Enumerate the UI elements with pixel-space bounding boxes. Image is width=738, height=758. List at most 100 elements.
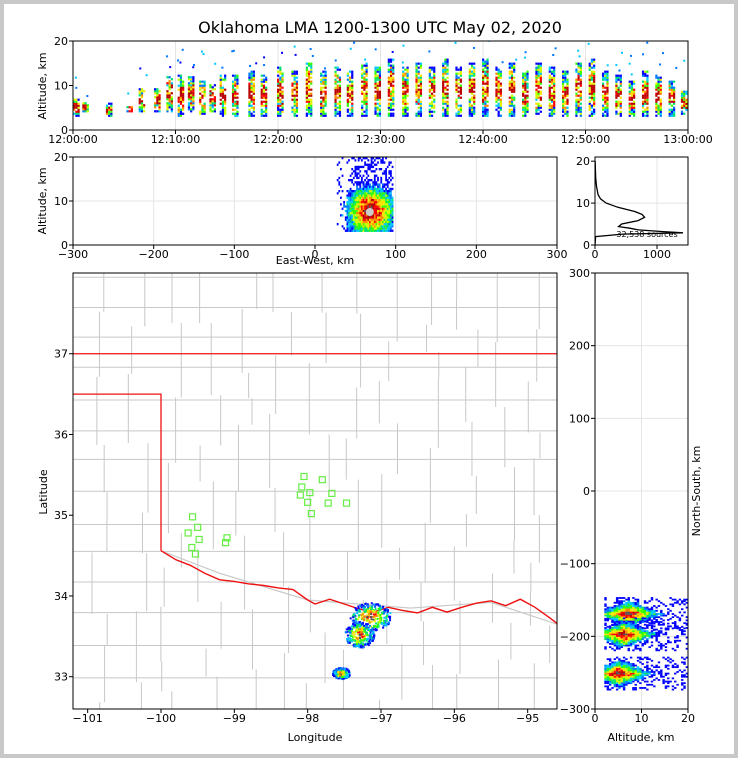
time-height-mark xyxy=(293,45,296,48)
time-height-mark xyxy=(295,90,298,93)
time-height-mark xyxy=(522,78,525,81)
ew-density-mark xyxy=(348,227,350,230)
time-height-mark xyxy=(346,102,349,105)
ew-density-mark xyxy=(360,201,363,204)
ns-density-mark xyxy=(636,616,640,619)
time-height-mark xyxy=(252,106,255,109)
ew-density-mark xyxy=(388,176,391,180)
ew-density-mark xyxy=(383,216,386,219)
ew-density-mark xyxy=(377,203,379,206)
time-height-mark xyxy=(457,104,460,107)
time-height-mark xyxy=(510,100,514,103)
ew-density-mark xyxy=(357,207,360,210)
ns-density-mark xyxy=(615,643,619,645)
lightning-source xyxy=(372,615,375,618)
lightning-source xyxy=(354,638,357,641)
time-height-mark xyxy=(419,108,423,111)
time-height-mark xyxy=(309,47,312,50)
time-height-mark xyxy=(190,84,193,87)
ns-density-mark xyxy=(629,609,633,612)
time-height-mark xyxy=(644,98,647,101)
time-height-mark xyxy=(291,108,294,111)
time-height-mark xyxy=(346,100,349,103)
time-height-mark xyxy=(446,64,449,67)
ew-density-mark xyxy=(356,165,358,169)
ns-density-mark xyxy=(641,616,644,619)
ns-density-mark xyxy=(671,685,675,688)
ns-density-mark xyxy=(681,608,684,611)
ns-density-mark xyxy=(604,603,607,606)
time-height-mark xyxy=(659,104,662,107)
ns-density-mark xyxy=(634,598,637,601)
time-height-mark xyxy=(262,104,266,107)
ew-density-mark xyxy=(349,194,352,197)
ns-density-mark xyxy=(613,680,616,683)
ns-density-mark xyxy=(618,609,621,612)
time-height-mark xyxy=(203,108,206,111)
ns-density-mark xyxy=(639,620,642,623)
ns-density-mark xyxy=(671,616,675,619)
time-height-mark xyxy=(510,104,514,107)
time-height-mark xyxy=(457,90,460,93)
time-height-mark xyxy=(628,98,631,101)
ns-density-mark xyxy=(646,619,649,622)
time-height-mark xyxy=(683,100,686,103)
time-height-mark xyxy=(593,66,596,69)
ns-density-mark xyxy=(674,641,677,644)
time-height-mark xyxy=(224,106,227,109)
time-height-mark xyxy=(473,74,476,77)
time-height-mark xyxy=(577,102,580,105)
lightning-source xyxy=(333,674,336,677)
time-height-mark xyxy=(320,78,323,81)
time-height-mark xyxy=(468,78,471,81)
ew-density-mark xyxy=(386,196,389,199)
time-height-mark xyxy=(455,100,458,103)
time-height-mark xyxy=(615,102,618,105)
ew-density-mark xyxy=(362,225,365,228)
ns-density-mark xyxy=(632,627,635,629)
lightning-source xyxy=(377,604,380,607)
lightning-source xyxy=(352,622,355,625)
ew-density-mark xyxy=(383,209,386,213)
ew-density-mark xyxy=(352,196,355,199)
time-height-mark xyxy=(260,92,263,95)
ew-density-mark xyxy=(373,207,376,210)
lightning-source xyxy=(339,674,342,677)
time-height-mark xyxy=(473,84,476,87)
ns-density-mark xyxy=(660,617,663,620)
time-height-mark xyxy=(293,102,296,105)
time-height-mark xyxy=(86,94,89,97)
ew-density-mark xyxy=(372,157,375,160)
time-height-mark xyxy=(668,84,671,87)
time-height-mark xyxy=(562,98,565,101)
ew-density-mark xyxy=(373,187,376,191)
ew-density-mark xyxy=(369,185,371,188)
ns-density-mark xyxy=(620,685,623,688)
time-height-mark xyxy=(305,96,308,99)
time-height-mark xyxy=(82,106,85,109)
time-height-mark xyxy=(577,76,580,79)
ew-density-mark xyxy=(356,201,358,204)
ns-density-mark xyxy=(639,649,642,652)
lightning-source xyxy=(353,620,356,623)
ew-density-mark xyxy=(365,214,368,217)
time-height-mark xyxy=(646,80,649,83)
time-height-mark xyxy=(224,74,227,77)
ns-density-mark xyxy=(662,633,665,636)
ew-density-mark xyxy=(388,163,391,166)
time-height-mark xyxy=(279,84,282,87)
lightning-source xyxy=(359,636,362,639)
ns-density-mark xyxy=(634,638,637,641)
time-height-mark xyxy=(459,88,462,91)
lightning-source xyxy=(351,640,354,643)
lightning-source xyxy=(382,612,385,615)
time-height-mark xyxy=(305,94,308,97)
ew-density-mark xyxy=(364,220,367,224)
ew-density-mark xyxy=(336,192,339,195)
time-height-mark xyxy=(683,92,686,95)
time-height-mark xyxy=(615,86,618,89)
lma-station-marker xyxy=(195,535,203,544)
time-height-mark xyxy=(486,112,489,115)
ns-density-mark xyxy=(632,635,635,637)
ew-density-mark xyxy=(377,161,379,164)
